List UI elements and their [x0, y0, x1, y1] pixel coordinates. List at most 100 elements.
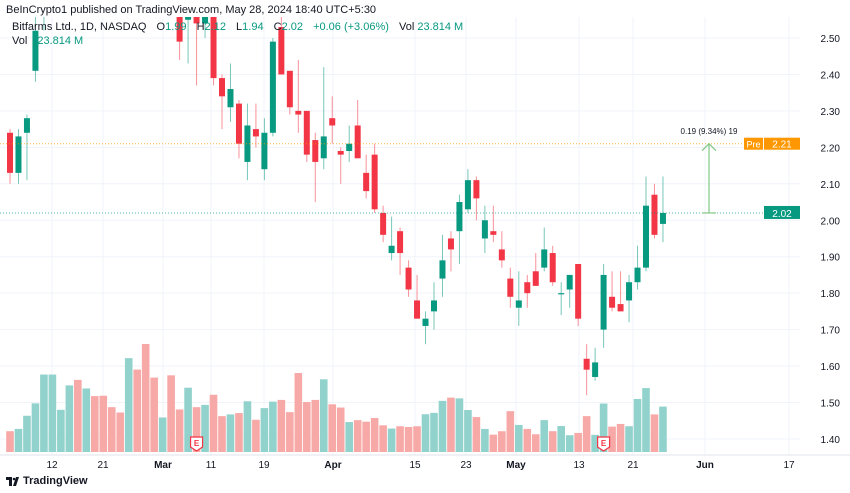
- volume-bar: [413, 426, 421, 452]
- publish-info: BeInCrypto1 published on TradingView.com…: [6, 4, 377, 16]
- volume-bar: [311, 399, 320, 452]
- candle-body: [634, 267, 641, 283]
- candle-body: [575, 263, 582, 319]
- candle: [176, 17, 183, 60]
- volume-bar: [650, 414, 659, 452]
- y-tick-label: 2.40: [821, 70, 841, 81]
- volume-bar: [540, 420, 549, 452]
- volume-bar: [269, 401, 277, 452]
- y-tick-label: 2.00: [821, 216, 841, 227]
- candle-body: [235, 103, 242, 144]
- candle-body: [507, 278, 514, 297]
- volume-bar: [260, 408, 269, 452]
- measure-arrow-head-icon: [701, 142, 717, 152]
- candle-body: [600, 274, 607, 330]
- volume-bar: [243, 401, 252, 452]
- symbol-name[interactable]: Bitfarms Ltd., 1D, NASDAQ: [12, 21, 147, 33]
- volume-bar: [294, 373, 303, 452]
- candle: [592, 347, 599, 381]
- y-tick-label: 1.50: [821, 399, 841, 410]
- volume-bar: [226, 414, 235, 452]
- candle: [583, 344, 590, 396]
- candle: [346, 125, 353, 162]
- candle: [634, 245, 641, 290]
- symbol-legend: Bitfarms Ltd., 1D, NASDAQ O1.99 H2.12 L1…: [12, 21, 463, 33]
- premarket-price-value: 2.21: [772, 140, 792, 151]
- volume-bar: [659, 406, 667, 452]
- candle-body: [388, 245, 395, 254]
- x-tick-label: 11: [206, 460, 217, 471]
- premarket-price-tag: [764, 137, 800, 150]
- volume-bar: [396, 426, 404, 452]
- volume-bar: [515, 424, 523, 452]
- close-label: C: [273, 21, 282, 33]
- volume-bar: [65, 385, 74, 452]
- candle: [32, 17, 39, 82]
- volume-bar: [642, 388, 650, 452]
- candle: [498, 231, 505, 268]
- x-tick-label: 19: [258, 460, 270, 471]
- high-value: 2.12: [204, 21, 226, 33]
- candle: [278, 17, 285, 75]
- volume-bar: [430, 412, 438, 452]
- volume-bar: [209, 394, 218, 452]
- tradingview-logo-text: TradingView: [23, 475, 88, 487]
- volume-bar: [6, 431, 14, 452]
- candle-body: [286, 70, 293, 108]
- candle: [405, 260, 412, 297]
- last-price-tag: [764, 205, 800, 219]
- candle-body: [244, 125, 251, 162]
- candle-body: [447, 238, 454, 250]
- candle-body: [227, 89, 234, 108]
- candle-body: [414, 300, 421, 319]
- earnings-marker-icon: [189, 436, 204, 452]
- change-value: +0.06 (+3.06%): [313, 21, 389, 33]
- volume-bar: [481, 428, 489, 452]
- tradingview-logo[interactable]: TradingView: [6, 475, 88, 487]
- volume-bar: [379, 425, 387, 452]
- overlays: E E 0.19 (9.34%) 19: [0, 127, 800, 452]
- volume-bar: [464, 410, 472, 452]
- candle: [515, 271, 522, 326]
- candle: [566, 274, 573, 308]
- candle-body: [490, 231, 497, 235]
- candle-body: [651, 194, 658, 235]
- candle: [269, 38, 276, 137]
- x-tick-label: 15: [409, 460, 421, 471]
- candle: [23, 114, 30, 181]
- volume-bar: [582, 416, 591, 452]
- price-axis[interactable]: 2.50 2.40 2.30 2.20 2.10 2.00 1.90 1.80 1.70 1.60…: [744, 34, 840, 446]
- y-tick-label: 2.50: [821, 34, 841, 45]
- y-tick-label: 1.70: [821, 326, 841, 337]
- candle-body: [380, 212, 387, 235]
- grid-lines: [0, 17, 800, 455]
- candle-body: [278, 27, 285, 75]
- candle: [261, 118, 268, 181]
- candle-body: [541, 249, 548, 268]
- volume-bar: [345, 422, 353, 452]
- candle-body: [592, 362, 599, 377]
- candle: [303, 110, 310, 162]
- volume-bar: [107, 407, 116, 452]
- candle-body: [295, 110, 302, 115]
- vol-label: Vol: [398, 21, 415, 33]
- volume-bar: [124, 358, 133, 452]
- candle: [456, 194, 463, 264]
- candle: [388, 216, 395, 261]
- candle: [473, 176, 480, 221]
- volume-bar: [235, 413, 243, 452]
- volume-bar: [370, 418, 379, 452]
- candle: [354, 99, 361, 159]
- candle-body: [431, 300, 437, 312]
- volume-legend[interactable]: Vol 23.814 M: [12, 35, 83, 47]
- volume-value: 23.814 M: [37, 35, 84, 47]
- candle-body: [7, 132, 13, 173]
- y-tick-label: 2.10: [821, 180, 841, 191]
- time-axis[interactable]: 12 21 Mar 11 19 Apr 15 23 May 13 21 Jun 17: [0, 454, 850, 471]
- candle-body: [371, 154, 378, 210]
- x-tick-label: 21: [627, 460, 639, 471]
- candle-body: [32, 30, 39, 71]
- volume-bar: [150, 377, 158, 452]
- volume-bar: [303, 402, 311, 452]
